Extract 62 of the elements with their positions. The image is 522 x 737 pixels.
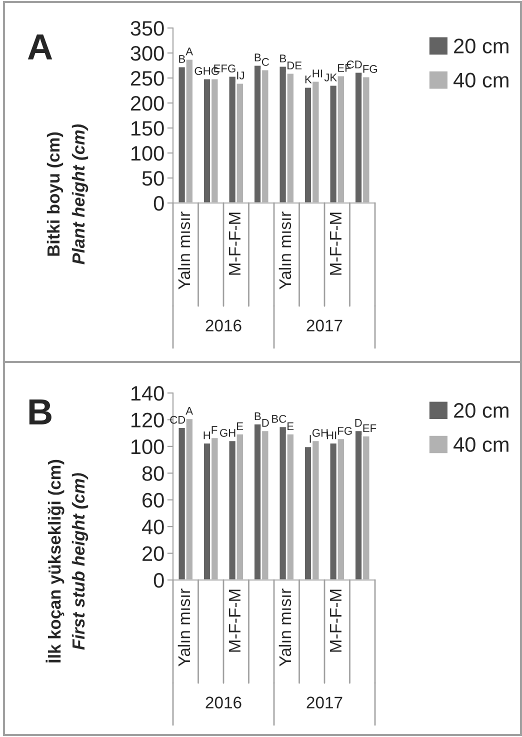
data-label: GH (194, 67, 210, 75)
x-tick-label: Yalın mısır (278, 212, 292, 290)
legend-label: 40 cm (454, 437, 508, 452)
x-tick-label: M-F-F-M (228, 590, 240, 652)
data-label: F (212, 426, 218, 434)
text: 2017 (306, 320, 342, 332)
data-label: JK (324, 74, 337, 82)
data-label: EF (363, 424, 376, 432)
data-label: D (355, 419, 362, 427)
data-label: CD (170, 416, 186, 424)
y-tick-label: 40 (142, 520, 164, 534)
y-tick-label: 100 (132, 146, 164, 161)
data-label: B (254, 54, 261, 62)
y-tick-label: 0 (154, 573, 164, 588)
x-tick-label: M-F-F-M (228, 212, 240, 275)
data-label: B (280, 54, 286, 62)
chart-title: A (28, 34, 52, 60)
data-label: H (204, 431, 210, 440)
text: 2017 (306, 696, 342, 708)
data-label: B (254, 412, 261, 420)
y-tick-label: 150 (132, 121, 164, 136)
legend-label: 40 cm (454, 72, 508, 88)
y-tick-label: 100 (132, 439, 164, 454)
data-label: E (288, 422, 294, 430)
data-label: D (262, 419, 269, 427)
data-label: IJ (237, 72, 244, 80)
x-tick-label: Yalın mısır (178, 212, 190, 290)
y-tick-label: 20 (142, 546, 164, 562)
data-label: E (237, 422, 244, 430)
y-tick-label: 300 (130, 46, 164, 61)
data-label: A (186, 48, 194, 56)
text: 2016 (206, 320, 242, 332)
y-tick-label: 0 (154, 196, 164, 211)
data-label: K (305, 76, 312, 84)
y-axis-title: Bitki boyu (cm) Plant height (cm) (46, 124, 88, 264)
data-label: DE (288, 62, 302, 70)
y-tick-label: 50 (142, 171, 164, 186)
x-tick-label: M-F-F-M (330, 212, 342, 275)
data-label: I (310, 435, 311, 443)
data-label: BC (272, 414, 286, 423)
x-tick-label: Yalın mısır (178, 588, 190, 666)
y-tick-label: 200 (130, 96, 164, 111)
chart-title: B (29, 399, 52, 424)
y-tick-label: 120 (132, 412, 164, 428)
y-tick-label: 80 (142, 466, 164, 481)
y-tick-label: 250 (130, 71, 164, 86)
x-tick-label: Yalın mısır (278, 588, 292, 666)
y-tick-label: 140 (132, 386, 164, 401)
legend-label: 20 cm (454, 38, 508, 54)
data-label: GH (220, 428, 236, 437)
y-axis-title: İlk koçan yüksekliği (cm) First stub height (cm) (46, 460, 88, 662)
data-label: B (179, 55, 186, 63)
legend-label: 20 cm (454, 403, 508, 418)
data-label: C (262, 58, 269, 66)
text: 2016 (206, 696, 242, 708)
data-label: FG (338, 426, 352, 435)
x-tick-label: M-F-F-M (330, 590, 342, 652)
y-tick-label: 350 (130, 21, 164, 36)
y-tick-label: 60 (142, 492, 164, 508)
data-label: HI (312, 70, 322, 78)
data-label: A (186, 407, 194, 415)
data-label: FG (363, 65, 377, 73)
